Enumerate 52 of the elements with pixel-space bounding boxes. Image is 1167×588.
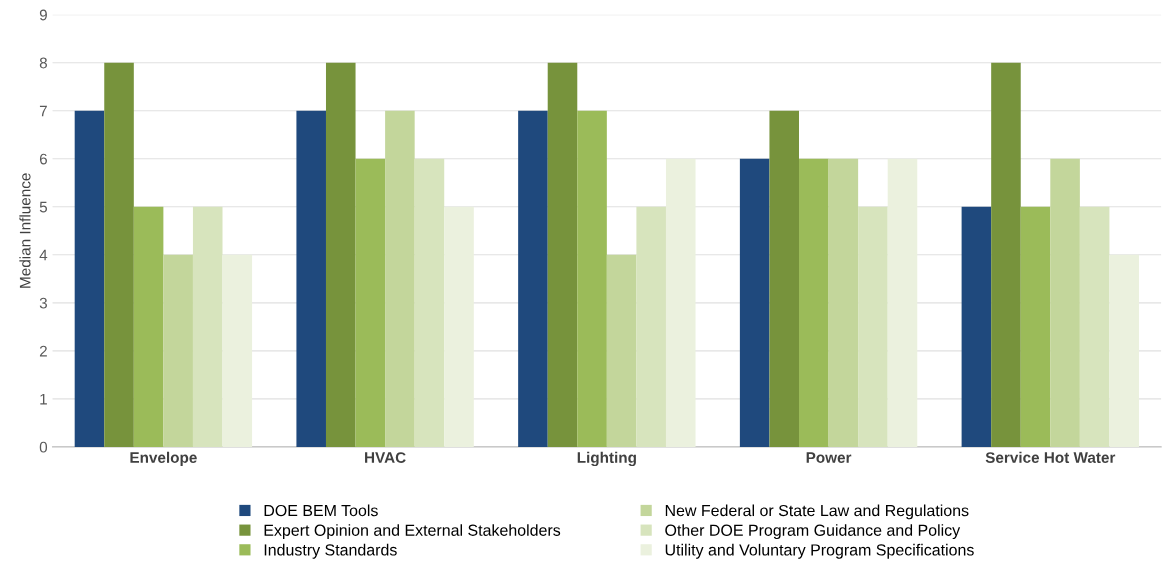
bar bbox=[296, 110, 326, 447]
bar bbox=[133, 206, 164, 447]
bar bbox=[665, 158, 696, 447]
legend-label: DOE BEM Tools bbox=[264, 504, 378, 517]
bar bbox=[636, 206, 666, 447]
bar bbox=[991, 62, 1021, 447]
bar bbox=[1020, 206, 1051, 447]
y-tick-label: 4 bbox=[39, 249, 48, 261]
legend-label: Other DOE Program Guidance and Policy bbox=[665, 524, 961, 540]
bar bbox=[606, 254, 637, 447]
bar bbox=[414, 158, 445, 447]
x-tick-label: Lighting bbox=[577, 451, 636, 467]
bar bbox=[325, 62, 356, 447]
bar bbox=[769, 110, 800, 447]
bar bbox=[739, 158, 770, 447]
y-tick-label: 3 bbox=[39, 297, 47, 309]
y-tick-label: 9 bbox=[39, 9, 47, 21]
bar bbox=[163, 254, 193, 447]
y-tick-label: 2 bbox=[39, 345, 47, 357]
x-tick-label: Power bbox=[806, 452, 852, 463]
bar bbox=[828, 158, 859, 447]
y-tick-label: 6 bbox=[39, 153, 47, 165]
bar bbox=[799, 158, 829, 447]
bar bbox=[961, 206, 992, 447]
bar bbox=[1079, 206, 1110, 447]
bar bbox=[547, 62, 578, 447]
y-tick-label: 5 bbox=[39, 201, 48, 213]
bar bbox=[355, 158, 386, 447]
bar bbox=[444, 206, 474, 447]
bar bbox=[104, 62, 134, 447]
legend-label: Utility and Voluntary Program Specifications bbox=[665, 543, 974, 559]
x-tick-label: HVAC bbox=[365, 452, 406, 463]
bar bbox=[222, 254, 253, 447]
bar bbox=[74, 110, 105, 447]
x-tick-label: Envelope bbox=[130, 451, 197, 466]
y-axis-title: Median Influence bbox=[19, 173, 31, 288]
legend-label: Expert Opinion and External Stakeholders bbox=[264, 524, 561, 540]
bar bbox=[577, 110, 607, 447]
bar bbox=[192, 206, 223, 447]
bar bbox=[518, 110, 548, 447]
x-tick-label: Service Hot Water bbox=[985, 451, 1116, 463]
y-tick-label: 8 bbox=[39, 57, 47, 69]
bar bbox=[887, 158, 918, 447]
bar bbox=[1109, 254, 1139, 447]
bar bbox=[385, 110, 415, 447]
legend-label: New Federal or State Law and Regulations bbox=[665, 504, 969, 520]
y-tick-label: 7 bbox=[39, 105, 47, 117]
y-tick-label: 0 bbox=[39, 441, 48, 453]
bar bbox=[1050, 158, 1080, 447]
y-tick-label: 1 bbox=[40, 393, 47, 405]
legend-label: Industry Standards bbox=[264, 543, 397, 559]
bar bbox=[858, 206, 888, 447]
